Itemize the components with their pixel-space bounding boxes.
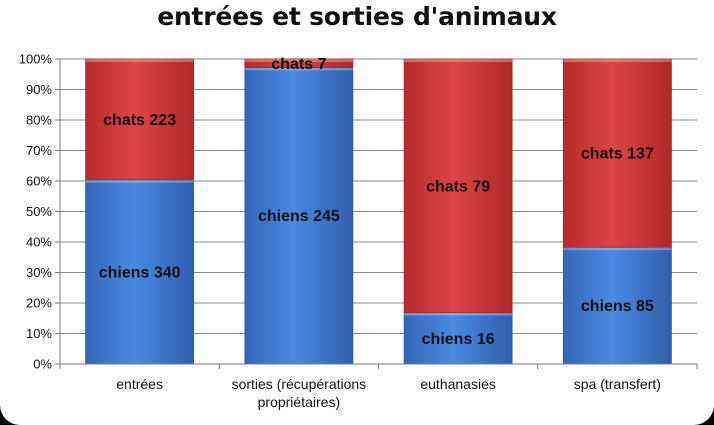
y-tick-label: 70% xyxy=(26,143,52,158)
data-label-chiens: chiens 85 xyxy=(581,298,654,315)
bar-highlight xyxy=(244,67,353,71)
bar-highlight xyxy=(563,247,672,251)
bar-chats xyxy=(562,58,672,248)
bar-highlight xyxy=(404,59,513,62)
y-tick-label: 20% xyxy=(26,296,52,311)
bar-chats xyxy=(244,58,354,68)
bar-highlight xyxy=(563,59,672,62)
chart-title: entrées et sorties d'animaux xyxy=(157,2,557,31)
bar-chiens xyxy=(562,246,672,365)
y-tick-label: 0% xyxy=(33,357,52,372)
data-label-chats: chats 223 xyxy=(103,112,176,129)
bar-highlight xyxy=(244,59,353,62)
data-label-chats: chats 79 xyxy=(426,178,490,195)
bar-chats xyxy=(403,58,513,314)
x-category-label: entrées xyxy=(116,376,163,392)
bar-chiens xyxy=(85,179,195,365)
bars xyxy=(85,58,672,365)
x-category-label: sorties (récupérations xyxy=(232,376,367,392)
y-tick-label: 10% xyxy=(26,326,52,341)
y-tick-label: 80% xyxy=(26,113,52,128)
y-tick-label: 40% xyxy=(26,235,52,250)
bar-chiens xyxy=(244,67,354,365)
axes: 0% 10% 20% 30% 40% 50% 60% 70% 80% 90% 100% entrées… xyxy=(19,52,698,410)
data-label-chats: chats 137 xyxy=(581,146,654,163)
y-tick-label: 30% xyxy=(26,265,52,280)
bar-chiens xyxy=(403,312,513,365)
y-tick-label: 50% xyxy=(26,204,52,219)
data-label-chiens: chiens 340 xyxy=(99,264,181,281)
data-label-chiens: chiens 16 xyxy=(422,331,495,348)
x-category-label: propriétaires) xyxy=(258,394,340,410)
data-label-chats: chats 7 xyxy=(271,56,326,73)
x-category-label: spa (transfert) xyxy=(574,376,661,392)
bar-chats xyxy=(85,58,195,181)
bar-highlight xyxy=(404,312,513,316)
data-label-chiens: chiens 245 xyxy=(258,208,340,225)
y-tick-label: 60% xyxy=(26,174,52,189)
data-labels: chiens 340 chats 223 chiens 245 chats 7 chie… xyxy=(99,56,654,348)
bar-highlight xyxy=(85,179,194,183)
y-tick-label: 90% xyxy=(26,82,52,97)
x-category-label: euthanasies xyxy=(420,376,496,392)
bar-highlight xyxy=(85,59,194,62)
y-tick-label: 100% xyxy=(19,52,53,67)
